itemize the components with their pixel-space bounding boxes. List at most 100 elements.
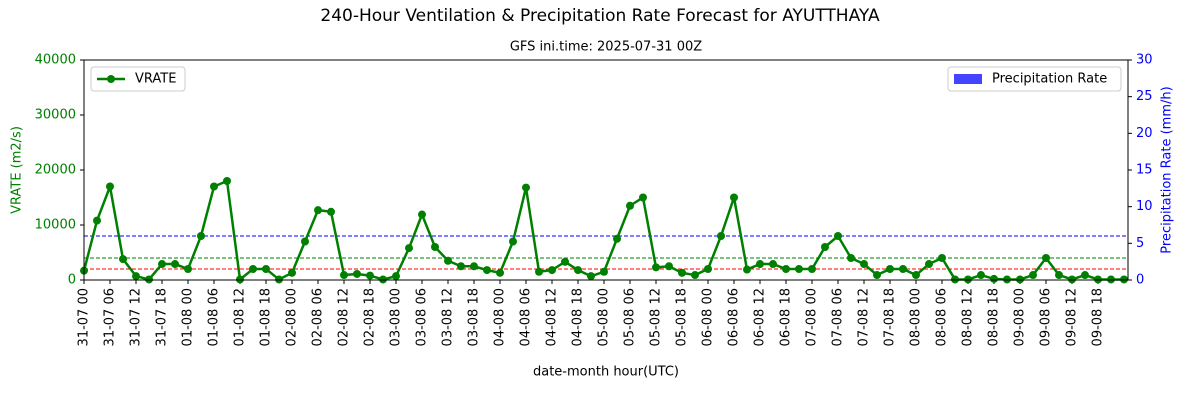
- legend-label: VRATE: [135, 72, 176, 87]
- vrate-point: [834, 232, 842, 240]
- vrate-point: [249, 265, 257, 273]
- vrate-point: [665, 262, 673, 271]
- y2-tick-label: 25: [1136, 89, 1153, 104]
- vrate-point: [171, 260, 179, 269]
- vrate-point: [600, 267, 608, 276]
- x-tick-label: 08-08 12: [961, 288, 976, 346]
- vrate-point: [418, 210, 426, 219]
- x-tick-label: 04-08 12: [545, 288, 560, 346]
- vrate-point: [145, 275, 153, 284]
- vrate-point: [1120, 275, 1128, 284]
- y-tick-label: 20000: [35, 163, 76, 178]
- x-tick-label: 07-08 18: [883, 288, 898, 346]
- x-tick-label: 08-08 18: [987, 288, 1002, 346]
- vrate-point: [743, 265, 751, 274]
- x-tick-label: 08-08 00: [909, 288, 924, 346]
- vrate-point: [717, 232, 725, 240]
- vrate-point: [509, 237, 517, 246]
- vrate-point: [197, 232, 205, 240]
- vrate-point: [756, 260, 764, 269]
- vrate-point: [1042, 254, 1050, 262]
- vrate-point: [106, 182, 114, 191]
- vrate-point: [184, 265, 192, 273]
- vrate-point: [1029, 271, 1037, 280]
- vrate-point: [886, 265, 894, 273]
- x-tick-label: 03-08 06: [415, 288, 430, 346]
- vrate-point: [93, 216, 101, 225]
- vrate-point: [678, 268, 686, 277]
- vrate-point: [860, 260, 868, 269]
- vrate-point: [769, 260, 777, 269]
- chart-title: 240-Hour Ventilation & Precipitation Rat…: [320, 6, 880, 26]
- vrate-point: [431, 243, 439, 251]
- x-tick-label: 31-07 18: [155, 288, 170, 346]
- vrate-point: [561, 257, 569, 266]
- vrate-point: [353, 269, 361, 278]
- vrate-point: [795, 265, 803, 273]
- x-tick-label: 06-08 00: [701, 288, 716, 346]
- vrate-point: [548, 266, 556, 275]
- vrate-point: [990, 274, 998, 283]
- x-tick-label: 01-08 06: [207, 288, 222, 346]
- x-tick-label: 02-08 12: [337, 288, 352, 346]
- y-tick-label: 0: [68, 273, 76, 288]
- vrate-point: [613, 234, 621, 243]
- vrate-point: [392, 272, 400, 281]
- legend-swatch: [954, 74, 982, 84]
- vrate-point: [925, 260, 933, 269]
- x-tick-label: 09-08 12: [1065, 288, 1080, 346]
- vrate-point: [691, 271, 699, 280]
- vrate-point: [132, 272, 140, 281]
- vrate-point: [496, 268, 504, 277]
- y2-tick-label: 20: [1136, 126, 1153, 141]
- vrate-point: [1107, 275, 1115, 284]
- x-tick-label: 09-08 18: [1091, 288, 1106, 346]
- vrate-line: [82, 179, 1124, 282]
- x-tick-label: 03-08 00: [389, 288, 404, 346]
- vrate-point: [444, 256, 452, 265]
- vrate-point: [1068, 275, 1076, 284]
- vrate-point: [366, 271, 374, 280]
- y-axis-label: VRATE (m2/s): [10, 126, 25, 214]
- vrate-point: [457, 262, 465, 271]
- vrate-point: [912, 271, 920, 280]
- x-tick-label: 31-07 12: [129, 288, 144, 346]
- vrate-point: [873, 271, 881, 280]
- vrate-point: [730, 193, 738, 202]
- vrate-point: [301, 237, 309, 246]
- vrate-point: [1003, 275, 1011, 284]
- x-axis-label: date-month hour(UTC): [533, 365, 679, 380]
- vrate-point: [1055, 271, 1063, 280]
- x-tick-label: 05-08 00: [597, 288, 612, 346]
- y-tick-label: 40000: [35, 53, 76, 68]
- x-tick-label: 06-08 18: [779, 288, 794, 346]
- vrate-point: [782, 265, 790, 273]
- vrate-point: [587, 272, 595, 281]
- vrate-point: [288, 268, 296, 277]
- x-tick-label: 03-08 12: [441, 288, 456, 346]
- x-tick-label: 01-08 18: [259, 288, 274, 346]
- vrate-point: [964, 275, 972, 284]
- vrate-point: [483, 266, 491, 275]
- vrate-point: [1094, 275, 1102, 284]
- y2-tick-label: 30: [1136, 53, 1153, 68]
- x-tick-label: 01-08 12: [233, 288, 248, 346]
- x-tick-label: 04-08 18: [571, 288, 586, 346]
- x-tick-label: 02-08 18: [363, 288, 378, 346]
- vrate-point: [1016, 275, 1024, 284]
- vrate-point: [821, 243, 829, 251]
- x-tick-label: 04-08 06: [519, 288, 534, 346]
- vrate-point: [951, 275, 959, 284]
- legend: VRATE Precipitation Rate: [90, 66, 1122, 92]
- y-tick-label: 10000: [35, 218, 76, 233]
- y2-tick-label: 10: [1136, 199, 1153, 214]
- x-tick-label: 07-08 06: [831, 288, 846, 346]
- x-tick-label: 09-08 00: [1013, 288, 1028, 346]
- vrate-point: [626, 201, 634, 210]
- vrate-point: [405, 244, 413, 253]
- vrate-point: [379, 275, 387, 284]
- vrate-point: [522, 183, 530, 192]
- plot-frame: [83, 59, 1129, 281]
- vrate-point: [1081, 271, 1089, 280]
- x-tick-label: 05-08 06: [623, 288, 638, 346]
